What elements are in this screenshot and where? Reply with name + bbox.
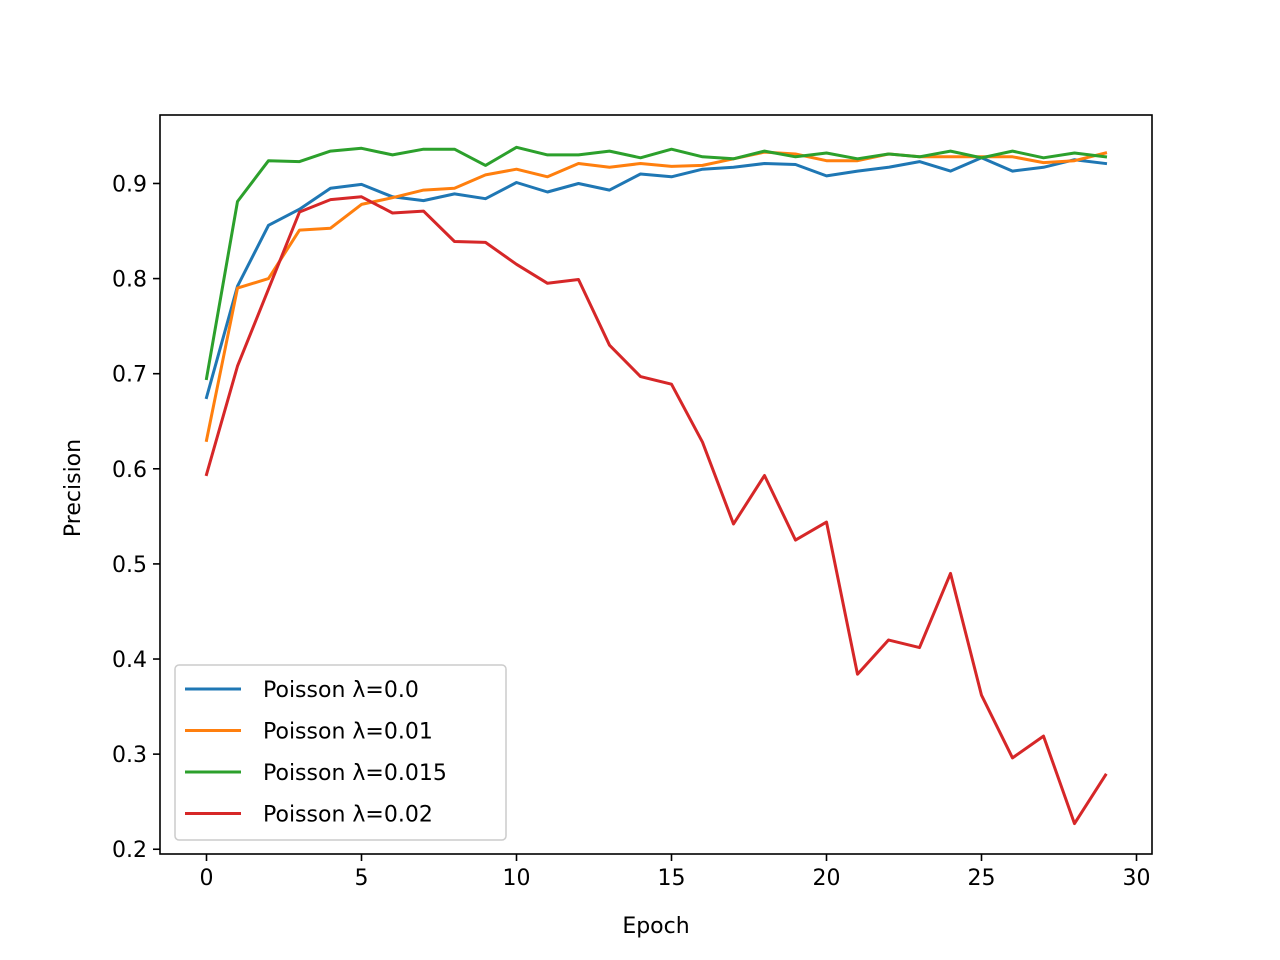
- x-tick-label: 25: [968, 866, 996, 891]
- legend-entry: Poisson λ=0.0: [263, 678, 419, 703]
- legend-entry: Poisson λ=0.02: [263, 803, 433, 828]
- x-axis-label: Epoch: [622, 914, 689, 939]
- x-tick-label: 0: [200, 866, 214, 891]
- legend-box: [174, 664, 507, 841]
- y-tick-label: 0.7: [112, 363, 147, 388]
- y-tick-label: 0.3: [112, 743, 147, 768]
- y-tick-label: 0.6: [112, 458, 147, 483]
- y-tick-label: 0.5: [112, 553, 147, 578]
- x-tick-label: 10: [503, 866, 531, 891]
- x-tick-label: 20: [813, 866, 841, 891]
- legend-entry: Poisson λ=0.01: [263, 720, 433, 745]
- y-tick-label: 0.4: [112, 648, 147, 673]
- x-tick-label: 30: [1123, 866, 1151, 891]
- legend-entry: Poisson λ=0.015: [263, 761, 447, 786]
- series-line-3: [204, 195, 1108, 826]
- x-tick-label: 15: [658, 866, 686, 891]
- legend: Poisson λ=0.0 Poisson λ=0.01 Poisson λ=0.0…: [174, 664, 507, 841]
- series-layer: [204, 145, 1108, 826]
- y-tick-label: 0.9: [112, 172, 147, 197]
- series-line-2: [204, 145, 1108, 381]
- x-tick-label: 5: [355, 866, 369, 891]
- x-axis: 0 5 10 15 20 25 30: [200, 854, 1151, 891]
- y-tick-label: 0.2: [112, 838, 147, 863]
- series-line-0: [204, 156, 1108, 400]
- plot-frame: [159, 114, 1153, 855]
- y-axis-label: Precision: [61, 439, 86, 537]
- y-tick-label: 0.8: [112, 268, 147, 293]
- series-line-1: [204, 150, 1108, 443]
- y-axis: 0.2 0.3 0.4 0.5 0.6 0.7 0.8 0.9: [112, 172, 160, 863]
